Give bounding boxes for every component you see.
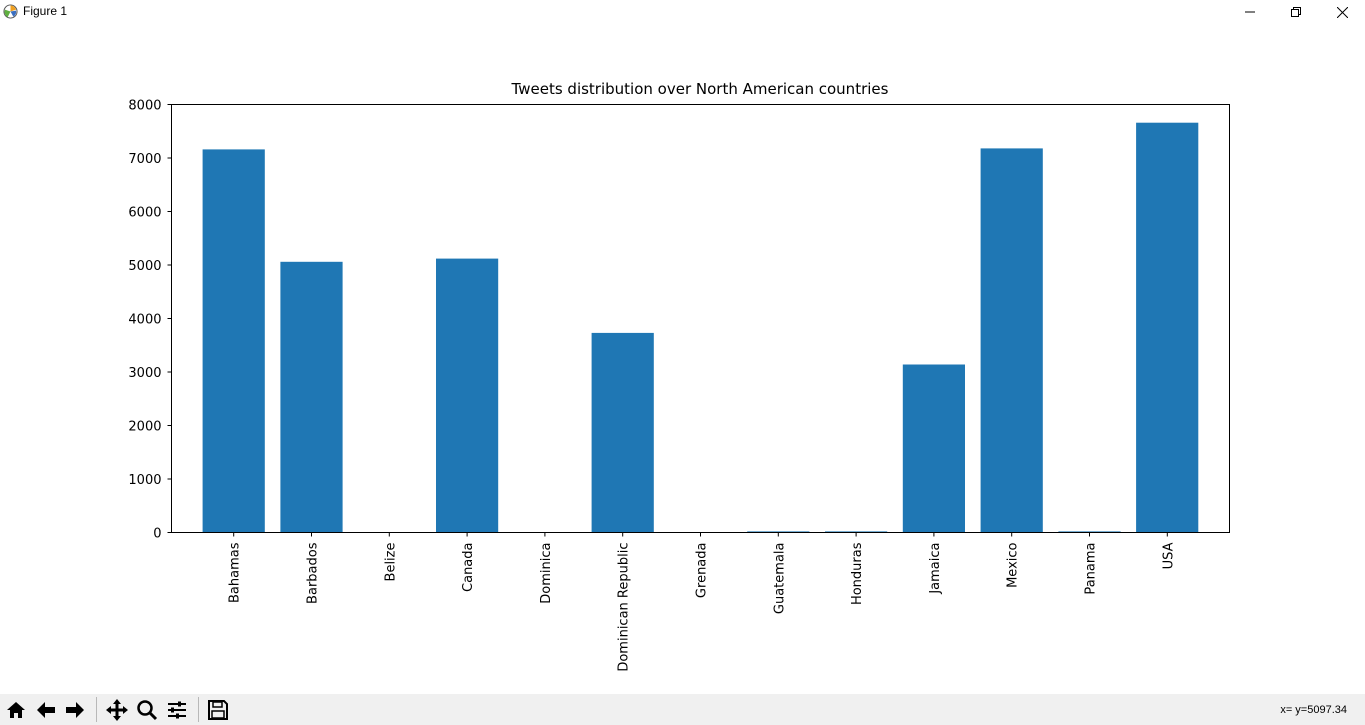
- bar-chart: Tweets distribution over North American …: [128, 80, 1230, 672]
- bar-honduras: [825, 531, 888, 533]
- x-tick-label: Guatemala: [772, 543, 787, 615]
- x-tick-label: Honduras: [850, 542, 865, 605]
- restore-icon: [1291, 7, 1301, 17]
- x-tick-label: Grenada: [695, 543, 710, 599]
- cursor-coordinates: x= y=5097.34: [1280, 704, 1347, 716]
- bars-group: [202, 122, 1199, 533]
- home-button[interactable]: [3, 697, 29, 723]
- minimize-button[interactable]: [1227, 0, 1273, 24]
- x-tick-label: Panama: [1084, 543, 1099, 595]
- chart-title: Tweets distribution over North American …: [511, 80, 889, 98]
- y-axis: 0 1000 2000 3000 4000 5000 6000 7000 8000: [128, 99, 172, 542]
- back-button[interactable]: [33, 697, 59, 723]
- bar-mexico: [980, 148, 1043, 533]
- x-tick-label: Jamaica: [928, 543, 943, 595]
- save-icon: [208, 700, 228, 720]
- save-button[interactable]: [205, 697, 231, 723]
- axes-frame: [171, 104, 1230, 533]
- y-tick-label: 1000: [128, 473, 161, 488]
- matplotlib-logo-icon: [3, 4, 18, 19]
- x-tick-label: Canada: [461, 543, 476, 592]
- bar-usa: [1136, 122, 1199, 533]
- x-tick-label: Barbados: [306, 542, 321, 604]
- window-titlebar: Figure 1: [0, 0, 1365, 24]
- figure-canvas[interactable]: Tweets distribution over North American …: [0, 24, 1365, 694]
- bar-barbados: [280, 261, 343, 533]
- navigation-toolbar: x= y=5097.34: [0, 694, 1365, 725]
- y-tick-label: 6000: [128, 206, 161, 221]
- close-button[interactable]: [1319, 0, 1365, 24]
- forward-button[interactable]: [62, 697, 88, 723]
- bar-bahamas: [202, 149, 265, 533]
- pan-icon: [106, 699, 128, 721]
- x-tick-label: Mexico: [1006, 542, 1021, 587]
- y-tick-label: 8000: [128, 99, 161, 114]
- bar-dominican-republic: [591, 332, 654, 533]
- y-tick-label: 3000: [128, 366, 161, 381]
- window-title: Figure 1: [23, 4, 68, 18]
- home-icon: [7, 702, 25, 718]
- y-tick-label: 2000: [128, 420, 161, 435]
- y-tick-label: 4000: [128, 313, 161, 328]
- x-tick-label: Dominican Republic: [617, 543, 632, 672]
- forward-arrow-icon: [66, 702, 84, 718]
- restore-button[interactable]: [1273, 0, 1319, 24]
- y-tick-label: 5000: [128, 259, 161, 274]
- close-icon: [1336, 6, 1348, 18]
- bar-guatemala: [747, 531, 810, 533]
- zoom-icon: [137, 700, 158, 721]
- bar-panama: [1058, 531, 1121, 533]
- x-tick-label: USA: [1161, 542, 1176, 569]
- x-tick-label: Bahamas: [228, 542, 243, 603]
- bar-canada: [436, 258, 499, 533]
- toolbar-separator: [198, 697, 199, 722]
- bar-jamaica: [902, 364, 965, 533]
- minimize-icon: [1245, 11, 1255, 13]
- subplots-icon: [168, 701, 186, 719]
- zoom-button[interactable]: [134, 697, 160, 723]
- toolbar-separator: [96, 697, 97, 722]
- x-tick-label: Belize: [383, 543, 398, 582]
- y-tick-label: 7000: [128, 152, 161, 167]
- x-tick-label: Dominica: [539, 543, 554, 604]
- y-tick-label: 0: [153, 527, 161, 542]
- subplots-button[interactable]: [164, 697, 190, 723]
- x-axis: Bahamas Barbados Belize Canada Dominica Domin…: [228, 532, 1176, 672]
- back-arrow-icon: [37, 702, 55, 718]
- pan-button[interactable]: [104, 697, 130, 723]
